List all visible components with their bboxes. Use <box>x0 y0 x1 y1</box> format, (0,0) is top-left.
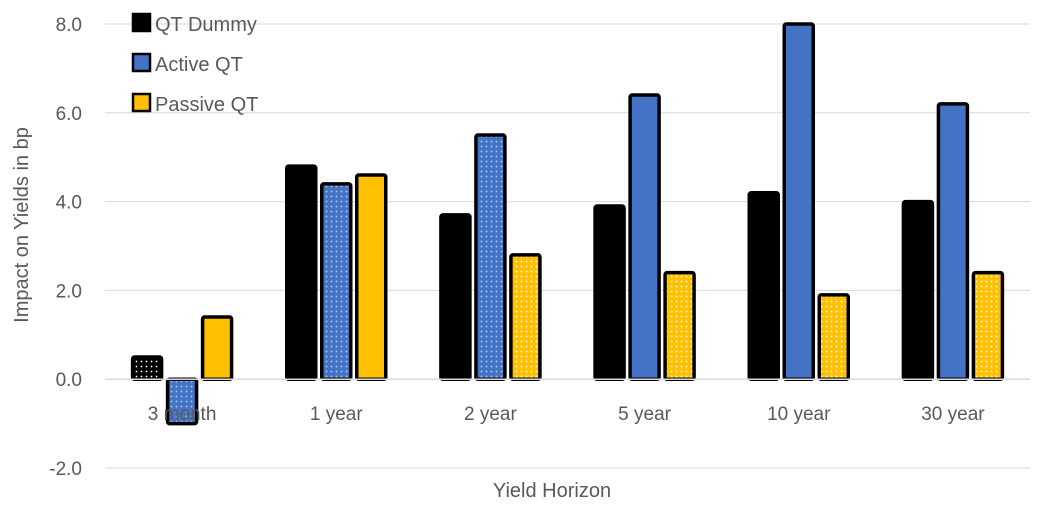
bar-active-qt-2-year <box>474 133 507 381</box>
y-tick-label: -2.0 <box>49 459 82 480</box>
x-tick-label: 2 year <box>464 404 517 425</box>
bar-qt-dummy-10-year <box>747 190 780 381</box>
bar-active-qt-10-year <box>782 22 815 381</box>
y-tick-label: 4.0 <box>56 193 82 214</box>
bars <box>130 22 1005 426</box>
legend-swatch-active-qt <box>131 52 152 73</box>
x-axis-title: Yield Horizon <box>493 480 611 500</box>
y-axis-ticks: -2.0 0.0 2.0 4.0 6.0 8.0 <box>49 15 82 480</box>
bar-passive-qt-2-year <box>509 253 542 381</box>
bar-qt-dummy-2-year <box>439 213 472 381</box>
legend-swatch-qt-dummy <box>131 12 152 33</box>
bar-passive-qt-30-year <box>971 270 1005 381</box>
bar-qt-dummy-5-year <box>593 204 626 381</box>
bar-passive-qt-1-year <box>355 173 388 381</box>
bar-passive-qt-5-year <box>663 270 696 381</box>
bar-qt-dummy-30-year <box>901 199 935 381</box>
y-tick-label: 8.0 <box>56 15 82 36</box>
bar-active-qt-5-year <box>628 93 661 381</box>
bar-qt-dummy-3-month <box>130 355 164 381</box>
legend-label: QT Dummy <box>155 14 257 36</box>
x-axis-ticks: 3 month 1 year 2 year 5 year 10 year 30 year <box>148 404 986 425</box>
legend-label: Passive QT <box>155 94 258 116</box>
x-tick-label: 3 month <box>148 404 217 425</box>
bar-active-qt-1-year <box>320 182 353 381</box>
y-tick-label: 0.0 <box>56 370 82 391</box>
bar-qt-dummy-1-year <box>285 164 318 381</box>
legend-label: Active QT <box>155 54 243 76</box>
bar-active-qt-30-year <box>936 102 970 381</box>
x-tick-label: 1 year <box>310 404 363 425</box>
x-tick-label: 5 year <box>618 404 671 425</box>
legend: QT Dummy Active QT Passive QT <box>131 12 258 116</box>
y-axis-title: Impact on Yields in bp <box>11 127 33 323</box>
x-tick-label: 10 year <box>767 404 831 425</box>
x-tick-label: 30 year <box>921 404 985 425</box>
y-tick-label: 6.0 <box>56 104 82 125</box>
gridlines <box>105 23 1030 469</box>
bar-passive-qt-10-year <box>817 293 850 381</box>
legend-swatch-passive-qt <box>131 92 152 113</box>
bar-passive-qt-3-month <box>200 315 234 381</box>
y-tick-label: 2.0 <box>56 281 82 302</box>
